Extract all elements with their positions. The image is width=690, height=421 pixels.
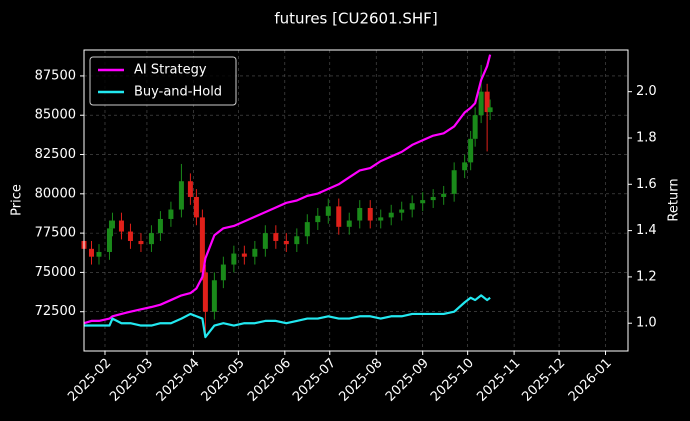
candle-body: [211, 280, 217, 312]
y-tick-label: 80000: [35, 186, 76, 201]
legend-box: [89, 56, 237, 106]
candle-body: [430, 196, 436, 201]
candle-body: [367, 207, 373, 221]
candle-body: [478, 91, 484, 116]
line-series: [84, 294, 491, 339]
candle-body: [187, 181, 193, 197]
candle-body: [202, 272, 208, 312]
candle-body: [96, 251, 102, 257]
candle-body: [472, 115, 478, 139]
y-axis-label: Price: [10, 184, 25, 216]
y-tick-label: 75000: [35, 265, 76, 280]
candle-body: [157, 218, 163, 234]
y2-tick-label: 1.6: [636, 177, 657, 192]
candle-body: [346, 220, 352, 227]
candle-body: [378, 217, 384, 221]
candle-body: [127, 231, 133, 241]
legend-label: Buy-and-Hold: [134, 85, 222, 100]
candle-body: [451, 170, 457, 194]
candle-body: [273, 233, 279, 241]
candle-body: [168, 209, 174, 219]
candle-body: [487, 107, 493, 113]
y2-axis-label: Return: [667, 178, 682, 221]
y2-tick-label: 1.0: [636, 316, 657, 331]
candle-body: [441, 193, 447, 197]
candle-body: [193, 196, 199, 218]
candle-body: [118, 220, 124, 232]
candle-body: [409, 203, 415, 210]
candle-body: [484, 91, 490, 113]
candle-body: [231, 253, 237, 265]
plot-frame: [83, 49, 629, 352]
y2-tick-label: 1.2: [636, 269, 657, 284]
y-tick-label: 87500: [35, 68, 76, 83]
candle-body: [241, 253, 247, 257]
candle-body: [199, 217, 205, 273]
candle-body: [304, 222, 310, 237]
candle-body: [462, 162, 468, 171]
candle-body: [315, 215, 321, 223]
candle-body: [283, 240, 289, 245]
candle-body: [178, 181, 184, 210]
candle-body: [294, 236, 300, 245]
y2-tick-label: 1.4: [636, 223, 657, 238]
candle-body: [420, 200, 426, 204]
y-tick-label: 82500: [35, 147, 76, 162]
candle-body: [388, 212, 394, 218]
candle-body: [399, 209, 405, 213]
candle-body: [468, 138, 474, 163]
candle-body: [357, 207, 363, 221]
legend-label: AI Strategy: [134, 63, 207, 78]
candle-body: [109, 220, 115, 229]
y-tick-label: 85000: [35, 108, 76, 123]
candle-body: [148, 233, 154, 245]
y-tick-label: 72500: [35, 304, 76, 319]
candle-body: [106, 228, 112, 252]
candle-body: [336, 206, 342, 227]
y2-tick-label: 1.8: [636, 130, 657, 145]
line-series: [83, 54, 492, 325]
y2-tick-label: 2.0: [636, 84, 657, 99]
chart-title: futures [CU2601.SHF]: [274, 10, 437, 28]
candle-body: [325, 206, 331, 216]
y-tick-label: 77500: [35, 226, 76, 241]
candle-body: [262, 233, 268, 249]
candle-body: [88, 248, 94, 257]
candle-body: [138, 240, 144, 245]
candle-body: [252, 248, 258, 257]
candle-body: [220, 264, 226, 281]
